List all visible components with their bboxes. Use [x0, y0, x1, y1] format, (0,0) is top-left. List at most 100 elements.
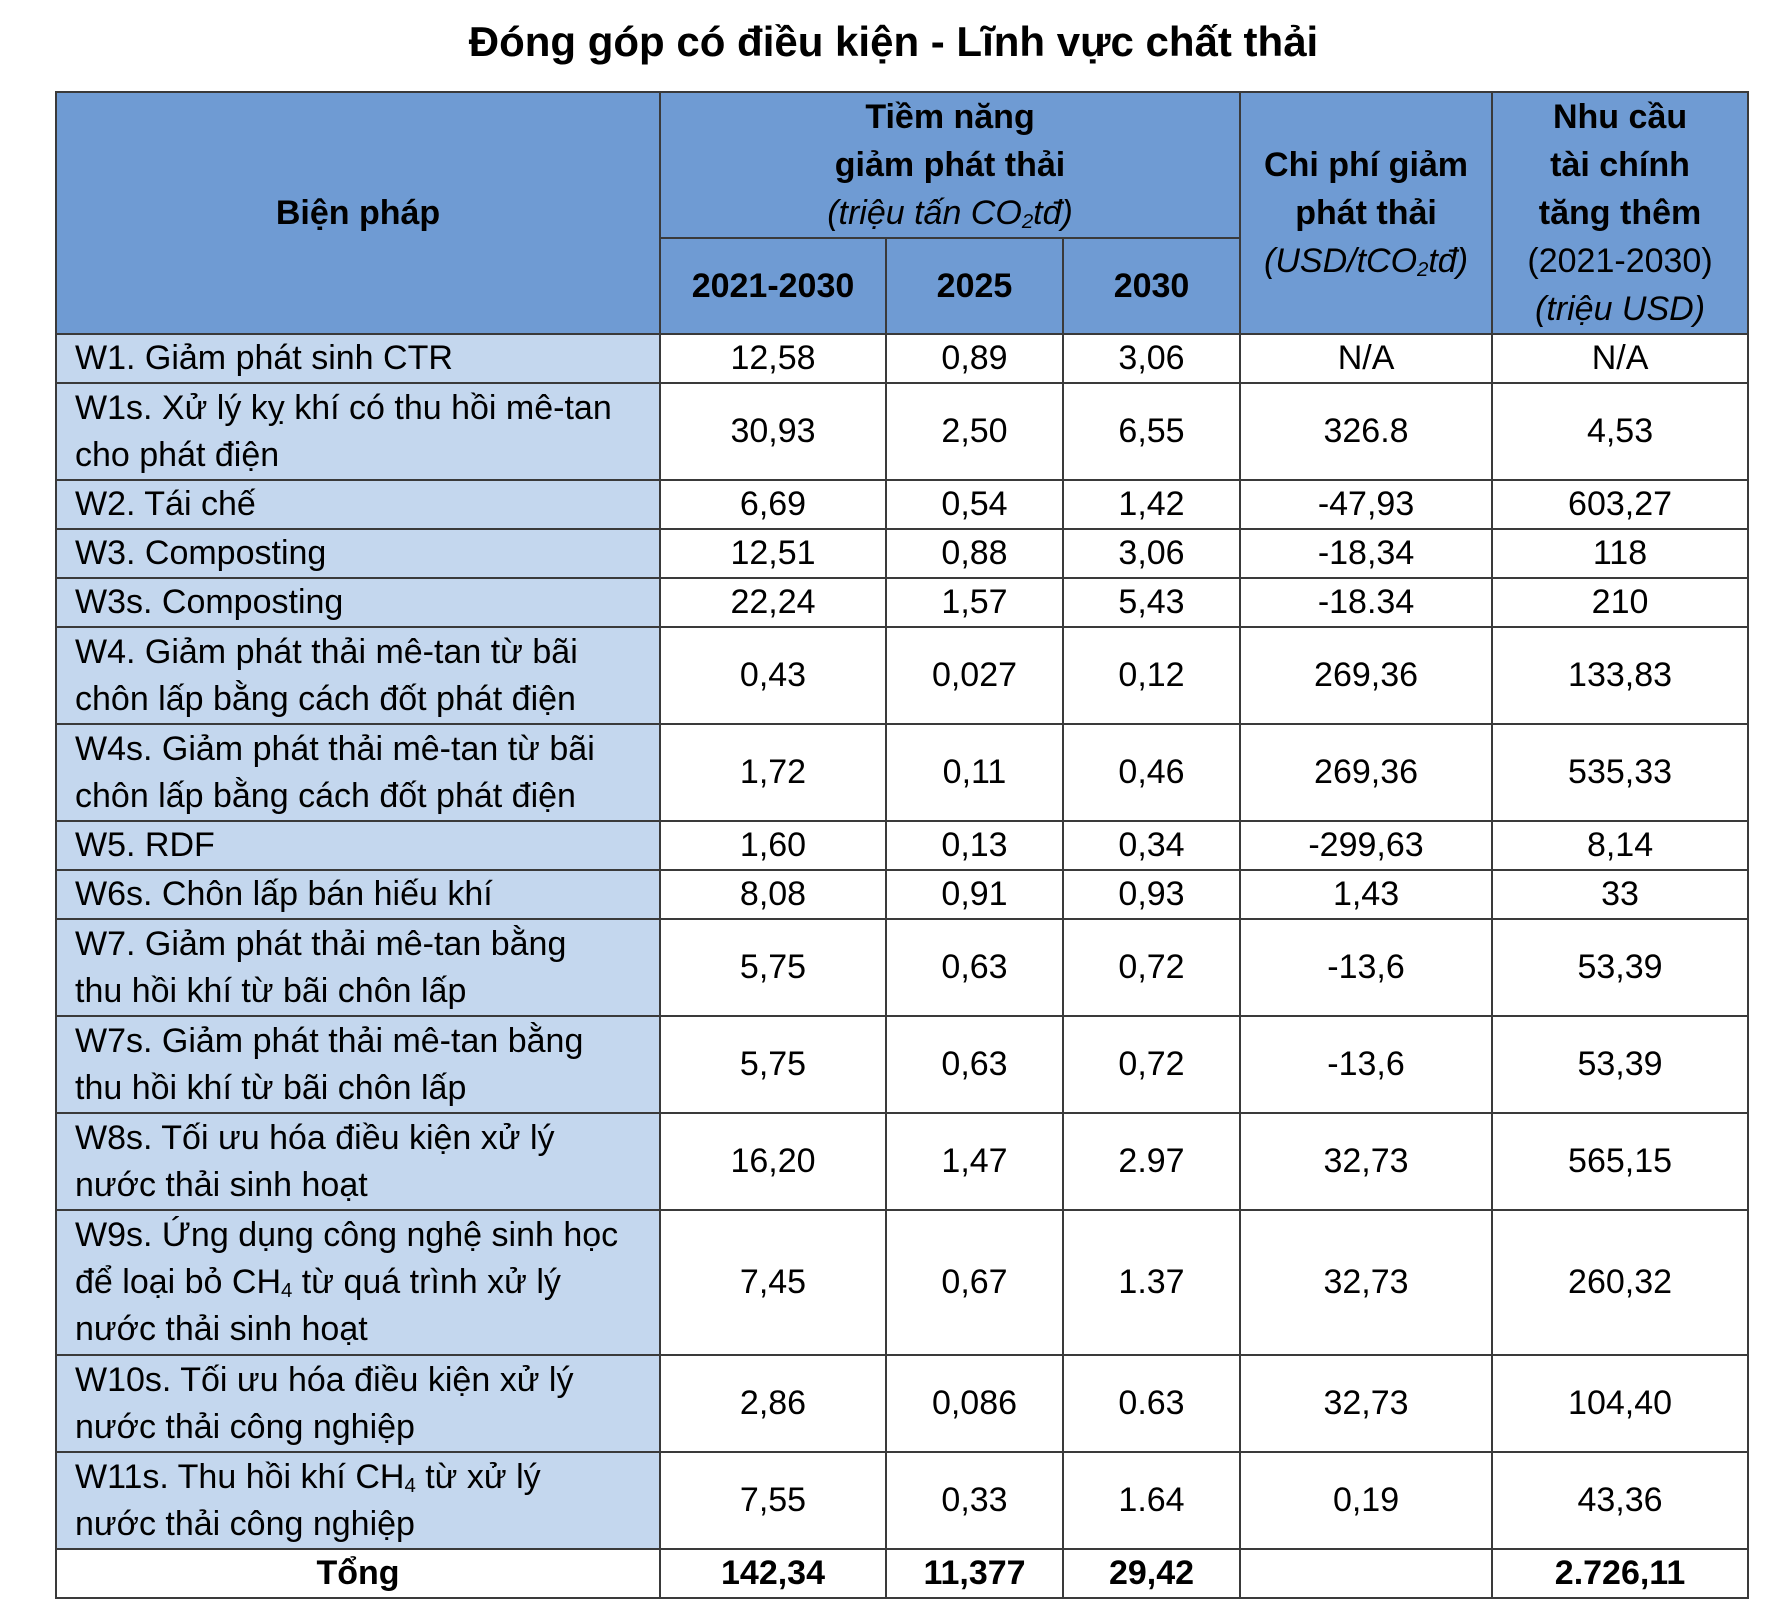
- header-finance-line2: tài chính: [1550, 146, 1690, 184]
- finance-cell: 4,53: [1491, 382, 1750, 481]
- finance-cell: 53,39: [1491, 1015, 1750, 1114]
- cost-cell: -13,6: [1239, 918, 1494, 1017]
- measure-cell: W10s. Tối ưu hóa điều kiện xử lý nước thả…: [55, 1354, 661, 1453]
- cost-cell: 0,19: [1239, 1451, 1494, 1550]
- y2030-cell: 3,06: [1061, 333, 1242, 384]
- cost-cell: -18,34: [1239, 528, 1494, 579]
- header-potential: Tiềm năng giảm phát thải (triệu tấn CO2t…: [658, 91, 1242, 239]
- y2025-cell: 0,88: [885, 528, 1064, 579]
- measure-cell: W1s. Xử lý kỵ khí có thu hồi mê-tan cho p…: [55, 382, 661, 481]
- measure-cell: W6s. Chôn lấp bán hiếu khí: [55, 869, 661, 920]
- total-potential: 142,34: [659, 1548, 887, 1599]
- measure-cell: W9s. Ứng dụng công nghệ sinh học để loại…: [55, 1209, 661, 1356]
- cost-cell: -299,63: [1239, 820, 1494, 871]
- total-cost: [1239, 1548, 1494, 1599]
- table-row: W4s. Giảm phát thải mê-tan từ bãi chôn lấ…: [55, 723, 1750, 822]
- table-row: W8s. Tối ưu hóa điều kiện xử lý nước thải…: [55, 1112, 1750, 1211]
- header-period: 2021-2030: [659, 237, 887, 335]
- y2030-cell: 0,34: [1061, 820, 1242, 871]
- total-row: Tổng 142,34 11,377 29,42 2.726,11: [55, 1548, 1750, 1599]
- y2025-cell: 2,50: [885, 382, 1064, 481]
- cost-cell: 269,36: [1239, 723, 1494, 822]
- potential-cell: 1,72: [659, 723, 887, 822]
- potential-cell: 7,55: [659, 1451, 887, 1550]
- total-label: Tổng: [55, 1548, 661, 1599]
- y2030-cell: 0,46: [1061, 723, 1242, 822]
- y2025-cell: 0,027: [885, 626, 1064, 725]
- table-row: W2. Tái chế 6,69 0,54 1,42 -47,93 603,27: [55, 479, 1750, 530]
- finance-cell: 603,27: [1491, 479, 1750, 530]
- header-potential-line2: giảm phát thải: [834, 146, 1066, 184]
- cost-cell: 326.8: [1239, 382, 1494, 481]
- finance-cell: 118: [1491, 528, 1750, 579]
- y2030-cell: 5,43: [1061, 577, 1242, 628]
- header-potential-line1: Tiềm năng: [865, 98, 1035, 136]
- potential-cell: 6,69: [659, 479, 887, 530]
- table-row: W10s. Tối ưu hóa điều kiện xử lý nước thả…: [55, 1354, 1750, 1453]
- finance-cell: 8,14: [1491, 820, 1750, 871]
- table-row: W9s. Ứng dụng công nghệ sinh học để loại…: [55, 1209, 1750, 1356]
- cost-cell: -47,93: [1239, 479, 1494, 530]
- header-finance: Nhu cầu tài chính tăng thêm (2021-2030) …: [1491, 91, 1750, 335]
- y2025-cell: 0,11: [885, 723, 1064, 822]
- cost-cell: 32,73: [1239, 1112, 1494, 1211]
- cost-cell: 1,43: [1239, 869, 1494, 920]
- table-row: W6s. Chôn lấp bán hiếu khí 8,08 0,91 0,9…: [55, 869, 1750, 920]
- potential-cell: 1,60: [659, 820, 887, 871]
- potential-cell: 5,75: [659, 918, 887, 1017]
- y2030-cell: 1.37: [1061, 1209, 1242, 1356]
- table-row: W1. Giảm phát sinh CTR 12,58 0,89 3,06 N…: [55, 333, 1750, 384]
- measure-cell: W11s. Thu hồi khí CH4 từ xử lý nước thải…: [55, 1451, 661, 1550]
- page-title: Đóng góp có điều kiện - Lĩnh vực chất th…: [468, 18, 1319, 65]
- header-cost-unit: (USD/tCO2tđ): [1264, 242, 1469, 281]
- measure-cell: W1. Giảm phát sinh CTR: [55, 333, 661, 384]
- table-row: W7s. Giảm phát thải mê-tan bằng thu hồi k…: [55, 1015, 1750, 1114]
- header-finance-period: (2021-2030): [1527, 242, 1713, 280]
- header-cost: Chi phí giảm phát thải (USD/tCO2tđ): [1239, 91, 1494, 335]
- potential-cell: 30,93: [659, 382, 887, 481]
- finance-cell: 565,15: [1491, 1112, 1750, 1211]
- cost-cell: 32,73: [1239, 1209, 1494, 1356]
- y2030-cell: 1,42: [1061, 479, 1242, 530]
- finance-cell: 53,39: [1491, 918, 1750, 1017]
- total-finance: 2.726,11: [1491, 1548, 1750, 1599]
- potential-cell: 22,24: [659, 577, 887, 628]
- header-finance-line1: Nhu cầu: [1552, 98, 1688, 136]
- y2030-cell: 0,72: [1061, 1015, 1242, 1114]
- table-row: W11s. Thu hồi khí CH4 từ xử lý nước thải…: [55, 1451, 1750, 1550]
- cost-cell: -18.34: [1239, 577, 1494, 628]
- table-row: W5. RDF 1,60 0,13 0,34 -299,63 8,14: [55, 820, 1750, 871]
- y2025-cell: 0,54: [885, 479, 1064, 530]
- y2025-cell: 0,91: [885, 869, 1064, 920]
- measure-cell: W4. Giảm phát thải mê-tan từ bãi chôn lấp…: [55, 626, 661, 725]
- y2030-cell: 0,93: [1061, 869, 1242, 920]
- table-row: W7. Giảm phát thải mê-tan bằng thu hồi kh…: [55, 918, 1750, 1017]
- measure-cell: W2. Tái chế: [55, 479, 661, 530]
- y2030-cell: 0.63: [1061, 1354, 1242, 1453]
- y2030-cell: 3,06: [1061, 528, 1242, 579]
- header-potential-unit: (triệu tấn CO2tđ): [827, 194, 1073, 233]
- y2025-cell: 0,63: [885, 918, 1064, 1017]
- finance-cell: 535,33: [1491, 723, 1750, 822]
- potential-cell: 7,45: [659, 1209, 887, 1356]
- measure-cell: W7s. Giảm phát thải mê-tan bằng thu hồi k…: [55, 1015, 661, 1114]
- potential-cell: 0,43: [659, 626, 887, 725]
- table-row: W3. Composting 12,51 0,88 3,06 -18,34 11…: [55, 528, 1750, 579]
- y2030-cell: 0,12: [1061, 626, 1242, 725]
- header-cost-line1: Chi phí giảm: [1264, 146, 1469, 184]
- y2030-cell: 6,55: [1061, 382, 1242, 481]
- finance-cell: 133,83: [1491, 626, 1750, 725]
- y2025-cell: 0,13: [885, 820, 1064, 871]
- table-row: W1s. Xử lý kỵ khí có thu hồi mê-tan cho p…: [55, 382, 1750, 481]
- y2025-cell: 0,89: [885, 333, 1064, 384]
- total-2030: 29,42: [1061, 1548, 1242, 1599]
- cost-cell: N/A: [1239, 333, 1494, 384]
- y2025-cell: 0,63: [885, 1015, 1064, 1114]
- potential-cell: 12,58: [659, 333, 887, 384]
- measure-cell: W4s. Giảm phát thải mê-tan từ bãi chôn lấ…: [55, 723, 661, 822]
- potential-cell: 12,51: [659, 528, 887, 579]
- finance-cell: N/A: [1491, 333, 1750, 384]
- y2025-cell: 1,47: [885, 1112, 1064, 1211]
- cost-cell: -13,6: [1239, 1015, 1494, 1114]
- finance-cell: 210: [1491, 577, 1750, 628]
